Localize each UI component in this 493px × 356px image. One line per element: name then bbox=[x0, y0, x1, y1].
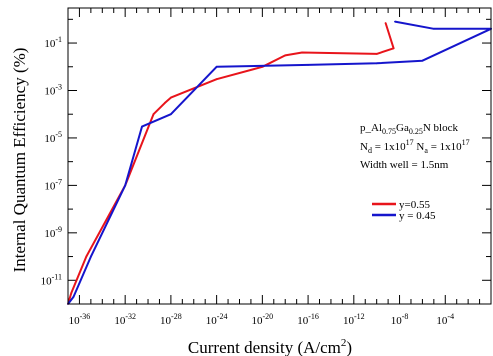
data-point bbox=[301, 51, 304, 54]
x-tick-label: 10-12 bbox=[343, 312, 365, 327]
data-point bbox=[152, 113, 155, 116]
data-point bbox=[164, 101, 166, 104]
data-point bbox=[421, 59, 424, 62]
data-point bbox=[169, 96, 172, 99]
x-tick-label: 10-4 bbox=[436, 312, 454, 327]
y-tick-label: 10-5 bbox=[44, 130, 62, 145]
y-tick-label: 10-7 bbox=[44, 177, 62, 192]
x-axis-label-close: ) bbox=[346, 338, 352, 356]
data-point bbox=[394, 20, 396, 23]
x-tick-label: 10-28 bbox=[160, 312, 182, 327]
x-axis-label-superscript: 2 bbox=[341, 337, 347, 349]
x-axis-label: Current density (A/cm2) bbox=[188, 337, 352, 356]
x-tick-label: 10-24 bbox=[206, 312, 228, 327]
y-tick-label: 10-3 bbox=[44, 82, 62, 97]
data-point bbox=[169, 113, 172, 116]
data-point bbox=[375, 52, 378, 55]
x-tick-label: 10-32 bbox=[114, 312, 136, 327]
data-point bbox=[215, 65, 218, 68]
legend-label-2: y = 0.45 bbox=[399, 210, 436, 222]
y-tick-label: 10-1 bbox=[44, 35, 62, 50]
y-tick-label: 10-9 bbox=[44, 225, 62, 240]
data-point bbox=[72, 295, 75, 298]
data-point bbox=[70, 291, 73, 294]
annotation-composition: p_Al0.75Ga0.25N block bbox=[360, 122, 458, 136]
legend: y=0.55y = 0.45 bbox=[372, 199, 436, 222]
data-point bbox=[215, 78, 218, 81]
annotation-doping: Nd = 1x1017 Na = 1x1017 bbox=[360, 138, 470, 155]
data-point bbox=[284, 54, 287, 57]
data-point bbox=[85, 255, 88, 258]
data-point bbox=[392, 47, 395, 50]
x-tick-label: 10-20 bbox=[252, 312, 274, 327]
series-layer bbox=[67, 20, 492, 305]
y-axis-label: Internal Quantum Efficiency (%) bbox=[10, 48, 29, 273]
axis-ticks bbox=[67, 8, 492, 305]
axis-tick-labels: 10-36 10-32 10-28 10-24 10-20 10-16 10-12 10-8 1… bbox=[41, 35, 454, 327]
data-point bbox=[375, 62, 378, 65]
x-tick-label: 10-36 bbox=[69, 312, 91, 327]
plot-frame bbox=[67, 7, 492, 305]
series-line-1 bbox=[67, 22, 395, 305]
x-tick-label: 10-8 bbox=[391, 312, 409, 327]
data-point bbox=[307, 63, 309, 66]
data-point bbox=[432, 27, 435, 30]
annotation-well-width: Width well = 1.5nm bbox=[360, 159, 449, 171]
x-tick-label: 10-16 bbox=[297, 312, 319, 327]
data-point bbox=[124, 184, 127, 187]
y-tick-label: 10-11 bbox=[41, 272, 62, 287]
data-point bbox=[89, 255, 92, 258]
legend-label-1: y=0.55 bbox=[399, 199, 430, 211]
data-point bbox=[141, 125, 143, 128]
data-point bbox=[384, 22, 387, 24]
